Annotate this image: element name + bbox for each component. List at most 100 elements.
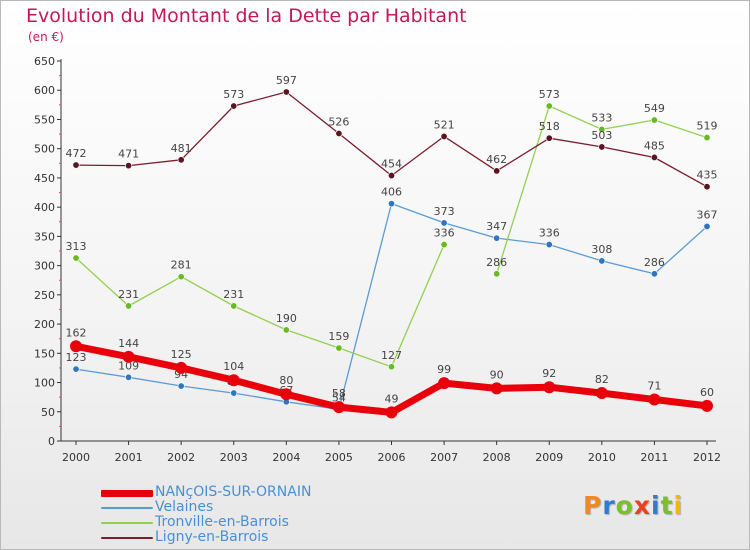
- data-label: 573: [223, 88, 244, 101]
- y-tick-label: 0: [48, 435, 55, 448]
- x-tick-label: 2004: [272, 451, 300, 464]
- data-point: [545, 102, 553, 110]
- x-tick-label: 2009: [535, 451, 563, 464]
- legend-swatch: [101, 507, 153, 509]
- data-label: 549: [644, 102, 665, 115]
- data-label: 281: [171, 259, 192, 272]
- data-point: [280, 388, 293, 401]
- data-label: 127: [381, 349, 402, 362]
- data-point: [598, 125, 606, 133]
- data-point: [125, 162, 133, 170]
- data-label: 462: [486, 153, 507, 166]
- data-point: [175, 361, 188, 374]
- data-point: [648, 393, 661, 406]
- series-velaines: 12310994826754406373347336308286367: [66, 186, 718, 413]
- data-point: [230, 302, 238, 310]
- data-point: [438, 377, 451, 390]
- data-point: [385, 406, 398, 419]
- series-line: [75, 202, 708, 411]
- data-label: 54: [332, 391, 346, 404]
- data-point: [72, 161, 80, 169]
- data-point: [177, 273, 185, 281]
- data-label: 90: [490, 368, 504, 381]
- data-label: 406: [381, 186, 402, 199]
- y-tick-label: 300: [34, 260, 55, 273]
- y-tick-label: 400: [34, 201, 55, 214]
- y-tick-label: 550: [34, 113, 55, 126]
- data-label: 435: [697, 169, 718, 182]
- legend-label: Ligny-en-Barrois: [155, 529, 269, 545]
- legend-label: NANçOIS-SUR-ORNAIN: [155, 484, 312, 500]
- x-tick-label: 2008: [483, 451, 511, 464]
- data-label: 308: [591, 243, 612, 256]
- x-tick-label: 2006: [378, 451, 406, 464]
- y-tick-label: 50: [41, 406, 55, 419]
- data-label: 597: [276, 74, 297, 87]
- data-label: 49: [385, 392, 399, 405]
- data-point: [703, 183, 711, 191]
- series-line: [75, 243, 445, 368]
- brand-letter: P: [583, 491, 603, 520]
- y-tick-label: 650: [34, 55, 55, 68]
- data-point: [387, 172, 395, 180]
- data-label: 123: [66, 351, 87, 364]
- chart-unit-label: (en €): [28, 30, 64, 44]
- data-point: [493, 270, 501, 278]
- x-tick-label: 2003: [220, 451, 248, 464]
- data-label: 313: [66, 240, 87, 253]
- x-tick-label: 2007: [430, 451, 458, 464]
- legend-label: Velaines: [155, 499, 214, 515]
- data-point: [595, 387, 608, 400]
- data-label: 190: [276, 312, 297, 325]
- data-point: [440, 132, 448, 140]
- data-point: [282, 326, 290, 334]
- x-tick-label: 2001: [115, 451, 143, 464]
- data-point: [598, 257, 606, 265]
- data-label: 231: [223, 288, 244, 301]
- data-point: [440, 219, 448, 227]
- brand-letter: o: [615, 491, 634, 520]
- data-label: 231: [118, 288, 139, 301]
- data-label: 521: [434, 118, 455, 131]
- data-point: [650, 153, 658, 161]
- data-point: [282, 88, 290, 96]
- data-label: 125: [171, 348, 192, 361]
- data-label: 60: [700, 386, 714, 399]
- data-label: 373: [434, 205, 455, 218]
- data-point: [598, 143, 606, 151]
- data-point: [387, 200, 395, 208]
- x-tick-label: 2002: [167, 451, 195, 464]
- data-point: [177, 156, 185, 164]
- data-point: [703, 222, 711, 230]
- data-label: 481: [171, 142, 192, 155]
- data-label: 99: [437, 363, 451, 376]
- data-point: [701, 399, 713, 412]
- data-point: [545, 241, 553, 249]
- data-label: 503: [591, 129, 612, 142]
- data-label: 286: [644, 256, 665, 269]
- data-label: 144: [118, 337, 139, 350]
- data-label: 347: [486, 220, 507, 233]
- data-point: [490, 382, 503, 395]
- y-tick-label: 600: [34, 84, 55, 97]
- brand-logo: Proxiti: [583, 491, 683, 520]
- data-label: 71: [647, 379, 661, 392]
- brand-letter: r: [602, 491, 616, 520]
- data-label: 336: [434, 227, 455, 240]
- data-label: 472: [66, 147, 87, 160]
- y-tick-label: 450: [34, 172, 55, 185]
- series-tronville-en-barrois: 313 231 281 231 190 159 127 336 286 573 533 549 519: [66, 88, 718, 371]
- y-tick-label: 200: [34, 318, 55, 331]
- data-label: 162: [66, 326, 87, 339]
- data-point: [493, 234, 501, 242]
- data-point: [227, 374, 240, 387]
- data-point: [335, 344, 343, 352]
- y-tick-label: 250: [34, 289, 55, 302]
- data-point: [703, 134, 711, 142]
- data-point: [230, 102, 238, 110]
- brand-letter: i: [673, 491, 684, 520]
- data-point: [332, 401, 345, 414]
- data-point: [70, 340, 82, 353]
- data-label: 471: [118, 148, 139, 161]
